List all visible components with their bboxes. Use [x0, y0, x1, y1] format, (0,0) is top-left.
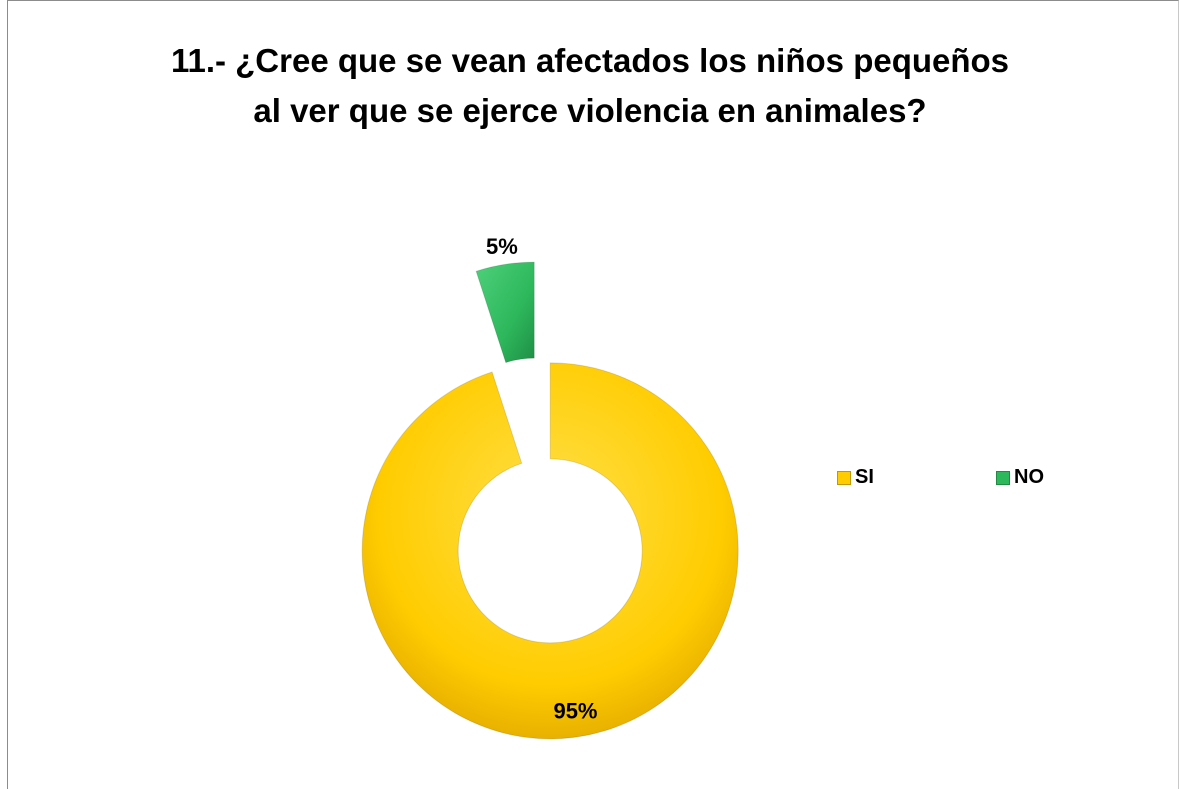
legend-swatch-si [837, 470, 851, 485]
legend-item-no: NO [996, 466, 1044, 489]
chart-title: 11.- ¿Cree que se vean afectados los niñ… [170, 42, 1010, 129]
data-label-no: 5% [486, 234, 518, 259]
legend-label-si: SI [855, 466, 874, 488]
legend-label-no: NO [1014, 466, 1044, 488]
legend-swatch-no [996, 470, 1010, 485]
slice-no [475, 261, 535, 364]
legend-item-si: SI [837, 466, 874, 489]
slice-si [361, 362, 739, 740]
data-label-si: 95% [553, 699, 597, 724]
